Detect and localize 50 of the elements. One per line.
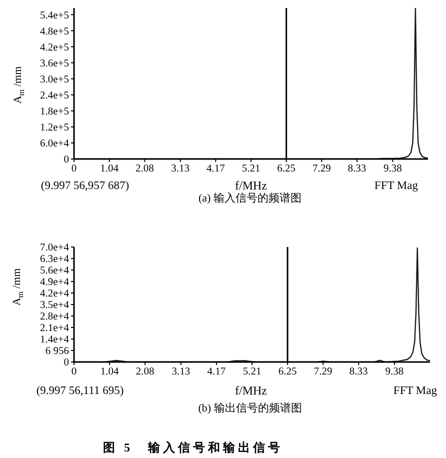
y-tick-label: 4.2e+4 bbox=[40, 288, 70, 300]
x-tick-label: 1.04 bbox=[100, 366, 120, 378]
y-tick-label: 2.4e+5 bbox=[40, 90, 69, 102]
x-tick-label: 0 bbox=[71, 366, 77, 378]
y-tick-label: 2.8e+4 bbox=[40, 312, 70, 323]
text: FFT Mag bbox=[393, 385, 437, 397]
x-tick-label: 3.13 bbox=[171, 163, 190, 174]
text: (9.997 56,111 695) bbox=[36, 385, 124, 397]
x-tick-label: 6.25 bbox=[277, 163, 296, 174]
y-tick-label: 0 bbox=[64, 358, 69, 369]
x-tick-label: 2.08 bbox=[135, 163, 154, 174]
y-tick-label: 6.3e+4 bbox=[40, 254, 70, 266]
y-tick-label: 1.8e+5 bbox=[40, 106, 69, 118]
caption: 图 5 输入信号和输出信号 bbox=[103, 440, 283, 456]
y-tick-label: 1.2e+5 bbox=[40, 122, 69, 134]
y-tick-label: 3.0e+5 bbox=[40, 74, 69, 86]
y-tick-label: 5.4e+5 bbox=[40, 10, 69, 22]
y-tick-label: 7.0e+4 bbox=[40, 242, 70, 254]
x-axis-title: f/MHz bbox=[235, 178, 267, 192]
x-tick-label: 5.21 bbox=[242, 163, 260, 174]
x-tick-label: 9.38 bbox=[385, 366, 404, 378]
x-tick-label: 7.29 bbox=[312, 163, 331, 174]
x-tick-label: 3.13 bbox=[172, 366, 190, 378]
y-tick-label: 3.5e+4 bbox=[40, 300, 70, 312]
text: (b) 输出信号的频谱图 bbox=[198, 401, 302, 416]
x-tick-label: 2.08 bbox=[136, 366, 154, 378]
y-tick-label: 1.4e+4 bbox=[40, 334, 70, 346]
x-tick-label: 7.29 bbox=[314, 366, 332, 378]
text: FFT Mag bbox=[374, 180, 418, 192]
x-tick-label: 4.17 bbox=[207, 366, 226, 378]
y-tick-label: 2.1e+4 bbox=[40, 323, 70, 334]
x-tick-label: 8.33 bbox=[348, 163, 366, 174]
y-tick-label: 6 956 bbox=[45, 346, 69, 358]
x-tick-label: 9.38 bbox=[383, 163, 402, 174]
x-tick-label: 1.04 bbox=[100, 163, 120, 174]
y-tick-label: 3.6e+5 bbox=[40, 58, 69, 70]
y-tick-label: 5.6e+4 bbox=[40, 266, 70, 277]
x-tick-label: 5.21 bbox=[242, 366, 262, 378]
x-tick-label: 8.33 bbox=[349, 366, 368, 378]
y-tick-label: 4.9e+4 bbox=[40, 277, 70, 288]
text: (9.997 56,957 687) bbox=[40, 180, 130, 192]
y-tick-label: 0 bbox=[64, 154, 69, 166]
y-tick-label: 4.2e+5 bbox=[40, 42, 69, 54]
y-tick-label: 4.8e+5 bbox=[40, 26, 69, 38]
x-tick-label: 6.25 bbox=[278, 366, 297, 378]
y-tick-label: 6.0e+4 bbox=[40, 138, 70, 150]
x-axis-title: f/MHz bbox=[235, 384, 267, 398]
x-tick-label: 0 bbox=[71, 163, 77, 174]
x-tick-label: 4.17 bbox=[206, 163, 225, 174]
text: (a) 输入信号的频谱图 bbox=[198, 191, 302, 206]
